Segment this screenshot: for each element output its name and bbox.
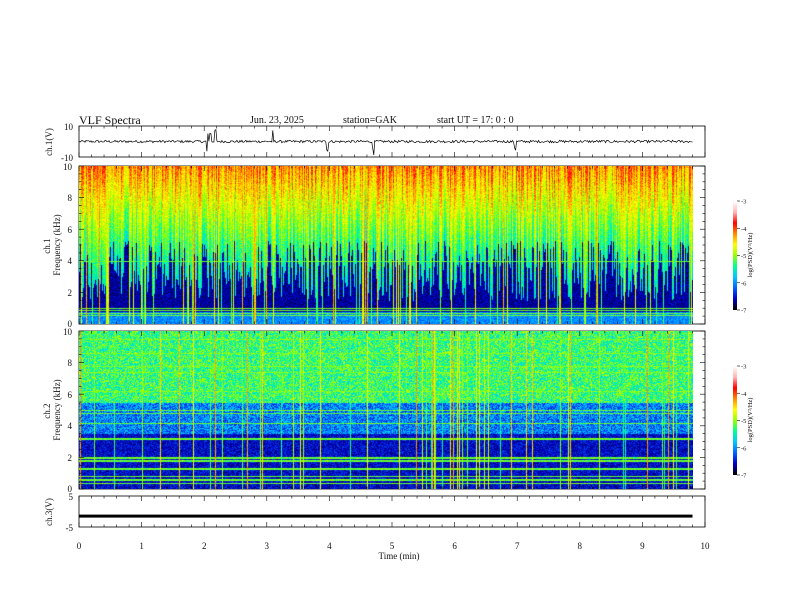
x-axis-label: Time (min) xyxy=(379,551,420,561)
x-tick-label-3: 3 xyxy=(265,541,270,551)
ch1-spectrogram-image xyxy=(79,166,693,324)
ch2-spec-ytick-2: 2 xyxy=(68,453,73,463)
ch1-waveform-ylabel: ch.1(V) xyxy=(44,128,54,156)
ch1-spectrogram-ylabel: ch.1 Frequency (kHz) xyxy=(42,214,62,275)
x-tick-label-1: 1 xyxy=(139,541,144,551)
ch1-waveform-trace xyxy=(78,129,693,156)
ch1-spec-ytick-0: 0 xyxy=(68,319,73,329)
ch3-waveform-trace xyxy=(79,514,693,518)
ch1-spec-ytick-10: 10 xyxy=(63,162,73,172)
ch2-colorbar-gradient xyxy=(733,366,737,475)
ch3-waveform-ylabel: ch.3(V) xyxy=(44,498,54,526)
colorbar-tick-label: -6 xyxy=(741,280,747,287)
x-axis-tick-labels: 0 1 2 3 4 5 6 7 8 9 10 xyxy=(77,541,710,551)
ch1-colorbar-gradient xyxy=(733,201,737,310)
ch2-spectrogram-panel: 0 2 4 6 8 10 ch.2 Frequency (kHz) xyxy=(42,327,706,494)
x-tick-label-9: 9 xyxy=(640,541,645,551)
x-tick-label-4: 4 xyxy=(327,541,332,551)
ch2-colorbar: -3 -4 -5 -6 -7 log(PSD)(V²/Hz) xyxy=(733,364,754,480)
x-tick-label-6: 6 xyxy=(452,541,457,551)
colorbar-tick-label: -6 xyxy=(741,445,747,452)
ch3-ytick-bottom: -5 xyxy=(66,523,74,533)
figure-title: VLF Spectra xyxy=(79,113,141,127)
x-tick-label-10: 10 xyxy=(701,541,711,551)
ch3-waveform-panel: 5 -5 ch.3(V) xyxy=(44,492,706,533)
colorbar-tick-label: -3 xyxy=(741,364,746,371)
colorbar-tick-label: -3 xyxy=(741,199,746,206)
ch3-ytick-top: 5 xyxy=(69,492,74,502)
date-label: Jun. 23, 2025 xyxy=(250,115,304,126)
x-tick-label-0: 0 xyxy=(77,541,82,551)
ch2-spec-ytick-6: 6 xyxy=(68,390,73,400)
ch2-spec-ylabel-line2: Frequency (kHz) xyxy=(52,379,62,440)
ch2-spectrogram-ylabel: ch.2 Frequency (kHz) xyxy=(42,379,62,440)
colorbar-tick-label: -4 xyxy=(741,391,747,398)
start-time-label: start UT = 17: 0 : 0 xyxy=(437,115,514,126)
ch1-spectrogram-panel: 0 2 4 6 8 10 ch.1 Frequency (kHz) xyxy=(42,162,706,329)
ch2-spec-ytick-0: 0 xyxy=(68,484,73,494)
colorbar-tick-label: -7 xyxy=(741,308,747,315)
ch2-spec-ylabel-line1: ch.2 xyxy=(42,404,52,419)
station-label: station=GAK xyxy=(343,115,398,126)
ch1-spec-ytick-8: 8 xyxy=(68,193,73,203)
x-tick-label-7: 7 xyxy=(515,541,520,551)
ch1-spec-ylabel-line2: Frequency (kHz) xyxy=(52,214,62,275)
x-tick-label-8: 8 xyxy=(578,541,583,551)
ch1-spec-ytick-2: 2 xyxy=(68,288,73,298)
ch2-spec-ytick-10: 10 xyxy=(63,327,73,337)
colorbar-tick-label: -5 xyxy=(741,253,746,260)
ch1-ytick-top: 10 xyxy=(64,122,74,132)
x-tick-label-2: 2 xyxy=(202,541,207,551)
ch2-spec-ytick-4: 4 xyxy=(68,421,73,431)
colorbar-tick-label: -5 xyxy=(741,418,746,425)
ch1-ytick-bottom: -10 xyxy=(61,153,73,163)
ch2-spectrogram-image xyxy=(79,331,693,489)
colorbar-tick-label: -7 xyxy=(741,473,747,480)
ch1-colorbar-label: log(PSD)(V²/Hz) xyxy=(747,233,754,278)
ch1-spec-ytick-6: 6 xyxy=(68,225,73,235)
x-tick-label-5: 5 xyxy=(390,541,395,551)
ch2-spec-ytick-8: 8 xyxy=(68,358,73,368)
ch2-colorbar-label: log(PSD)(V²/Hz) xyxy=(747,398,754,443)
ch1-spec-ylabel-line1: ch.1 xyxy=(42,239,52,254)
ch1-colorbar: -3 -4 -5 -6 -7 log(PSD)(V²/Hz) xyxy=(733,199,754,315)
ch1-spec-ytick-4: 4 xyxy=(68,256,73,266)
colorbar-tick-label: -4 xyxy=(741,226,747,233)
ch1-waveform-panel: 10 -10 ch.1(V) xyxy=(44,122,706,163)
